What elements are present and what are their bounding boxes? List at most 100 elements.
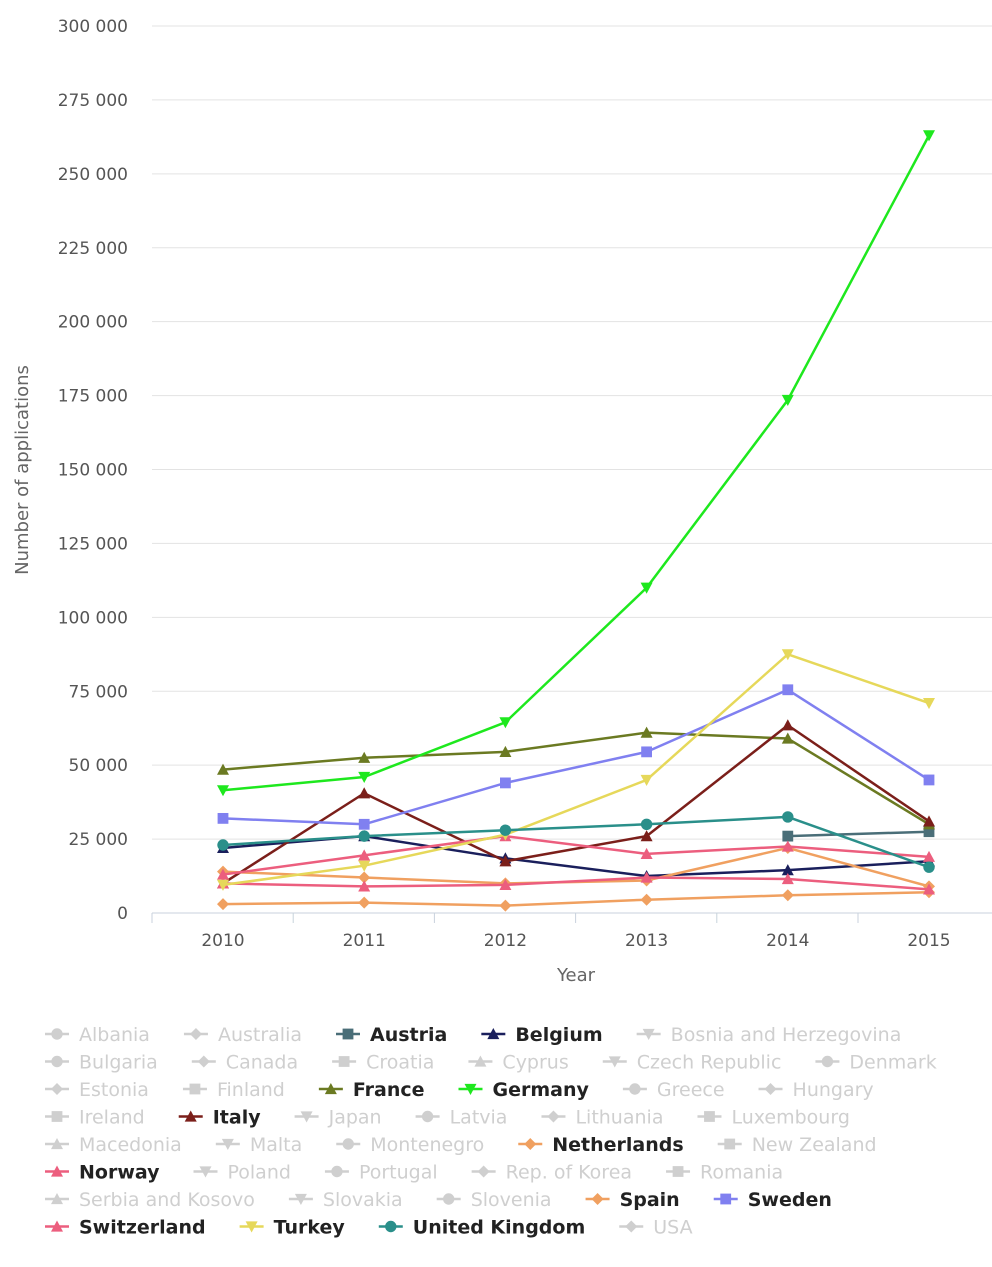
legend-item-switzerland[interactable]: Switzerland xyxy=(45,1217,206,1239)
y-tick-label: 125 000 xyxy=(58,534,128,554)
legend-label-ireland: Ireland xyxy=(79,1107,145,1129)
x-axis-title: Year xyxy=(556,965,596,986)
legend-label-malta: Malta xyxy=(250,1134,302,1156)
series-line-turkey xyxy=(222,653,930,887)
legend-item-poland[interactable]: Poland xyxy=(193,1162,291,1184)
legend-item-canada[interactable]: Canada xyxy=(191,1052,298,1074)
legend-item-latvia[interactable]: Latvia xyxy=(415,1107,508,1129)
legend-marker-macedonia xyxy=(51,1138,63,1150)
x-tick-label: 2013 xyxy=(625,931,668,951)
legend-item-montenegro[interactable]: Montenegro xyxy=(336,1134,484,1156)
legend-marker-latvia xyxy=(421,1110,434,1123)
data-point-united-kingdom xyxy=(782,811,794,823)
legend-marker-ireland xyxy=(51,1111,63,1122)
legend-item-macedonia[interactable]: Macedonia xyxy=(45,1134,182,1156)
legend-item-france[interactable]: France xyxy=(318,1079,425,1101)
legend-label-croatia: Croatia xyxy=(366,1052,434,1074)
data-point-germany xyxy=(923,130,935,142)
legend-item-slovakia[interactable]: Slovakia xyxy=(288,1189,403,1211)
legend-item-germany[interactable]: Germany xyxy=(458,1079,590,1101)
y-tick-label: 225 000 xyxy=(58,239,128,259)
legend-item-portugal[interactable]: Portugal xyxy=(324,1162,438,1184)
legend-marker-switzerland xyxy=(51,1220,63,1232)
y-tick-label: 50 000 xyxy=(69,756,128,776)
legend-item-bulgaria[interactable]: Bulgaria xyxy=(45,1052,158,1074)
series-austria xyxy=(782,826,935,842)
legend-item-albania[interactable]: Albania xyxy=(45,1024,150,1046)
data-point-turkey xyxy=(358,860,371,872)
legend-marker-netherlands xyxy=(524,1138,537,1150)
legend-item-rep-of-korea[interactable]: Rep. of Korea xyxy=(471,1162,632,1184)
legend-item-estonia[interactable]: Estonia xyxy=(45,1079,149,1101)
data-point-turkey xyxy=(217,879,229,891)
data-point-sweden xyxy=(358,818,370,830)
y-axis-title: Number of applications xyxy=(12,365,33,575)
legend-item-sweden[interactable]: Sweden xyxy=(713,1189,832,1211)
x-tick-label: 2011 xyxy=(343,931,386,951)
legend-item-italy[interactable]: Italy xyxy=(178,1107,261,1129)
y-tick-label: 75 000 xyxy=(69,682,128,702)
data-point-turkey xyxy=(781,649,794,661)
legend-label-estonia: Estonia xyxy=(79,1079,149,1101)
data-point-germany xyxy=(640,582,653,594)
legend-item-serbia-and-kosovo[interactable]: Serbia and Kosovo xyxy=(45,1189,255,1211)
legend-item-belgium[interactable]: Belgium xyxy=(481,1024,603,1046)
legend-label-new-zealand: New Zealand xyxy=(752,1134,877,1156)
series-switzerland xyxy=(217,871,935,895)
legend-item-croatia[interactable]: Croatia xyxy=(332,1052,434,1074)
legend-item-greece[interactable]: Greece xyxy=(622,1079,725,1101)
legend-item-ireland[interactable]: Ireland xyxy=(45,1107,145,1129)
legend-marker-bosnia-and-herzegovina xyxy=(642,1028,655,1040)
legend-item-slovenia[interactable]: Slovenia xyxy=(436,1189,552,1211)
legend-item-lithuania[interactable]: Lithuania xyxy=(541,1107,663,1129)
data-point-austria xyxy=(782,830,794,842)
legend-item-romania[interactable]: Romania xyxy=(666,1162,783,1184)
legend-item-australia[interactable]: Australia xyxy=(183,1024,302,1046)
y-tick-label: 25 000 xyxy=(69,830,128,850)
series-line-switzerland xyxy=(222,876,930,891)
legend-item-new-zealand[interactable]: New Zealand xyxy=(717,1134,877,1156)
legend-label-serbia-and-kosovo: Serbia and Kosovo xyxy=(79,1189,255,1211)
legend-item-united-kingdom[interactable]: United Kingdom xyxy=(378,1217,585,1239)
legend-marker-cyprus xyxy=(474,1055,487,1067)
legend-label-canada: Canada xyxy=(226,1052,298,1074)
legend-item-hungary[interactable]: Hungary xyxy=(758,1079,874,1101)
legend-item-turkey[interactable]: Turkey xyxy=(239,1217,346,1239)
legend-label-luxembourg: Luxembourg xyxy=(731,1107,849,1129)
legend-marker-lithuania xyxy=(547,1110,560,1123)
series-line-spain xyxy=(222,891,930,907)
legend-marker-spain xyxy=(591,1193,604,1205)
series-line-austria xyxy=(787,830,930,838)
legend-item-denmark[interactable]: Denmark xyxy=(815,1052,937,1074)
data-point-italy xyxy=(640,830,653,842)
data-point-norway xyxy=(781,840,794,852)
y-tick-label: 275 000 xyxy=(58,91,128,111)
legend-item-netherlands[interactable]: Netherlands xyxy=(518,1134,684,1156)
legend-item-bosnia-and-herzegovina[interactable]: Bosnia and Herzegovina xyxy=(636,1024,902,1046)
legend-item-malta[interactable]: Malta xyxy=(215,1134,302,1156)
data-point-united-kingdom xyxy=(640,818,653,830)
legend-item-spain[interactable]: Spain xyxy=(585,1189,680,1211)
data-point-sweden xyxy=(500,777,511,789)
y-tick-label: 100 000 xyxy=(58,608,128,628)
data-point-united-kingdom xyxy=(358,830,370,842)
legend-label-romania: Romania xyxy=(700,1162,783,1184)
data-point-sweden xyxy=(217,812,229,824)
y-tick-label: 300 000 xyxy=(58,17,128,37)
legend-item-czech-republic[interactable]: Czech Republic xyxy=(602,1052,782,1074)
data-point-spain xyxy=(499,899,512,912)
legend-marker-sweden xyxy=(720,1193,732,1205)
data-point-spain xyxy=(358,896,371,909)
legend-label-sweden: Sweden xyxy=(748,1189,832,1211)
legend-label-hungary: Hungary xyxy=(793,1079,874,1101)
legend-item-cyprus[interactable]: Cyprus xyxy=(468,1052,569,1074)
x-tick-label: 2014 xyxy=(766,931,809,951)
legend-item-japan[interactable]: Japan xyxy=(294,1107,382,1129)
legend-item-norway[interactable]: Norway xyxy=(45,1162,160,1184)
legend-item-austria[interactable]: Austria xyxy=(336,1024,447,1046)
legend-item-finland[interactable]: Finland xyxy=(182,1079,285,1101)
legend-item-luxembourg[interactable]: Luxembourg xyxy=(697,1107,850,1129)
legend-item-usa[interactable]: USA xyxy=(619,1217,693,1239)
x-tick-label: 2015 xyxy=(907,931,950,951)
